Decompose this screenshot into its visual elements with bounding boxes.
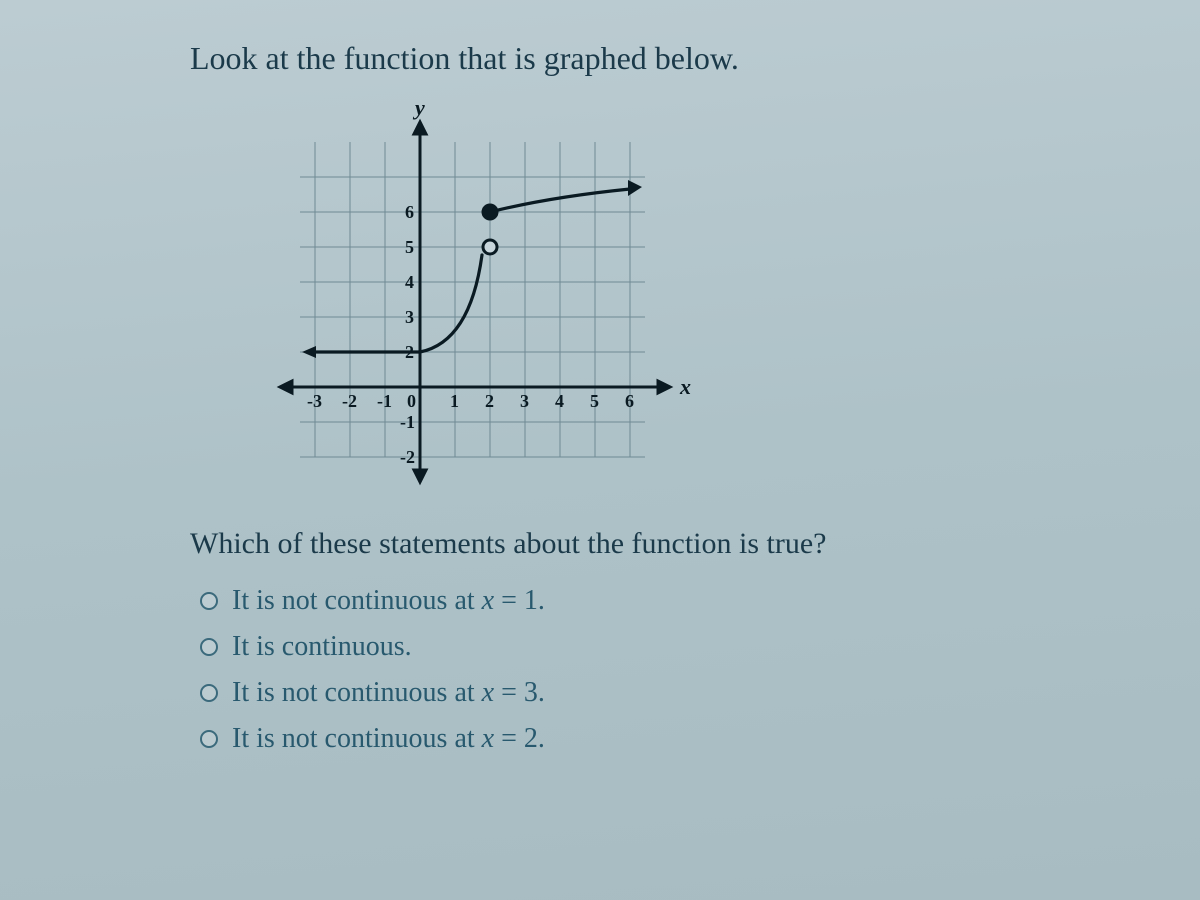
option-a[interactable]: It is not continuous at x = 1. xyxy=(200,585,1020,617)
radio-icon xyxy=(200,684,218,702)
graph-svg: -3 -2 -1 0 1 2 3 4 5 6 -2 -1 2 3 4 5 6 xyxy=(250,87,770,497)
ytick-5: 5 xyxy=(405,237,414,257)
xtick-0: 0 xyxy=(407,391,416,411)
radio-icon xyxy=(200,730,218,748)
tick-labels: -3 -2 -1 0 1 2 3 4 5 6 -2 -1 2 3 4 5 6 xyxy=(307,202,634,467)
function-graph: -3 -2 -1 0 1 2 3 4 5 6 -2 -1 2 3 4 5 6 xyxy=(250,87,770,497)
question-prompt: Look at the function that is graphed bel… xyxy=(190,40,1020,77)
sub-question: Which of these statements about the func… xyxy=(190,527,1020,561)
option-c[interactable]: It is not continuous at x = 3. xyxy=(200,677,1020,709)
question-page: Look at the function that is graphed bel… xyxy=(0,0,1200,900)
xtick-2: 2 xyxy=(485,391,494,411)
function-plot xyxy=(302,180,642,358)
ytick-4: 4 xyxy=(405,272,414,292)
xtick--2: -2 xyxy=(342,391,357,411)
xtick-1: 1 xyxy=(450,391,459,411)
xtick--1: -1 xyxy=(377,391,392,411)
closed-point xyxy=(483,205,497,219)
option-label: It is continuous. xyxy=(232,631,412,663)
option-label: It is not continuous at x = 3. xyxy=(232,677,545,709)
xtick-4: 4 xyxy=(555,391,564,411)
y-axis-label: y xyxy=(412,95,425,120)
axes xyxy=(280,122,670,482)
radio-icon xyxy=(200,592,218,610)
ytick--2: -2 xyxy=(400,447,415,467)
ytick-3: 3 xyxy=(405,307,414,327)
ytick-6: 6 xyxy=(405,202,414,222)
option-b[interactable]: It is continuous. xyxy=(200,631,1020,663)
ytick--1: -1 xyxy=(400,412,415,432)
option-label: It is not continuous at x = 2. xyxy=(232,723,545,755)
x-axis-label: x xyxy=(679,374,691,399)
radio-icon xyxy=(200,638,218,656)
open-point xyxy=(483,240,497,254)
xtick-6: 6 xyxy=(625,391,634,411)
option-d[interactable]: It is not continuous at x = 2. xyxy=(200,723,1020,755)
options-list: It is not continuous at x = 1. It is con… xyxy=(200,585,1020,755)
xtick-3: 3 xyxy=(520,391,529,411)
xtick--3: -3 xyxy=(307,391,322,411)
option-label: It is not continuous at x = 1. xyxy=(232,585,545,617)
xtick-5: 5 xyxy=(590,391,599,411)
